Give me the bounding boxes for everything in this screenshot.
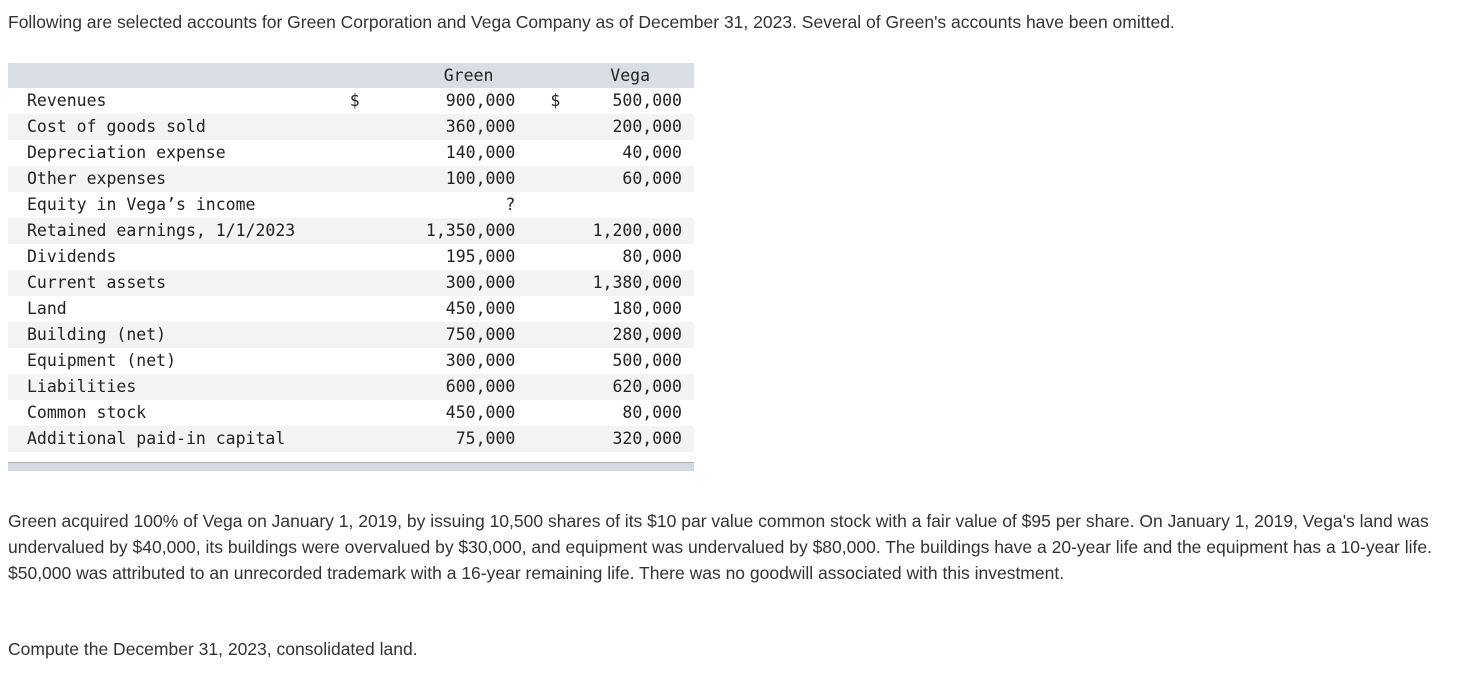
green-value: 1,350,000 <box>425 221 516 240</box>
account-label: Current assets <box>27 273 167 292</box>
green-value: 300,000 <box>445 351 516 370</box>
account-label: Equity in Vega’s income <box>27 195 256 214</box>
green-value: 900,000 <box>445 91 516 110</box>
question-text: Compute the December 31, 2023, consolida… <box>8 639 418 659</box>
vega-value: 620,000 <box>612 377 682 396</box>
account-label: Liabilities <box>27 377 137 396</box>
green-value: 600,000 <box>445 377 516 396</box>
intro-text: Following are selected accounts for Gree… <box>8 12 1175 32</box>
green-value: 450,000 <box>445 403 516 422</box>
vega-value: 200,000 <box>612 117 682 136</box>
vega-value-cell: 80,000 <box>528 244 694 270</box>
table-row: Equipment (net) 300,000 500,000 <box>8 348 694 374</box>
vega-value: 500,000 <box>612 351 682 370</box>
currency-symbol: $ <box>550 91 561 110</box>
vega-value-cell: 500,000 <box>528 348 694 374</box>
green-value-cell: 750,000 <box>377 322 529 348</box>
account-label: Equipment (net) <box>27 351 177 370</box>
green-value: 140,000 <box>445 143 516 162</box>
vega-value-cell: 60,000 <box>528 166 694 192</box>
table-row: Retained earnings, 1/1/2023 1,350,000 1,20… <box>8 218 694 244</box>
vega-value: 280,000 <box>612 325 682 344</box>
green-value-cell: 300,000 <box>377 270 529 296</box>
header-vega: Vega <box>610 66 651 85</box>
green-value: 100,000 <box>445 169 516 188</box>
table-row: Land 450,000 180,000 <box>8 296 694 322</box>
vega-value-cell: 200,000 <box>528 114 694 140</box>
table-bottom-bar <box>8 462 694 471</box>
table-row: Other expenses 100,000 60,000 <box>8 166 694 192</box>
table-row: Dividends 195,000 80,000 <box>8 244 694 270</box>
green-value: 195,000 <box>445 247 516 266</box>
vega-value: 180,000 <box>612 299 682 318</box>
table-row: Building (net) 750,000 280,000 <box>8 322 694 348</box>
vega-value: 40,000 <box>622 143 682 162</box>
table-row: Revenues $900,000 $500,000 <box>8 88 694 114</box>
table-body: Revenues $900,000 $500,000 Cost of goods so… <box>8 88 694 452</box>
table-row: Additional paid-in capital 75,000 320,000 <box>8 426 694 452</box>
vega-value-cell: $500,000 <box>528 88 694 114</box>
green-value-cell: 450,000 <box>377 296 529 322</box>
account-label: Land <box>27 299 67 318</box>
account-label: Depreciation expense <box>27 143 226 162</box>
account-label: Retained earnings, 1/1/2023 <box>27 221 296 240</box>
green-value: 75,000 <box>455 429 516 448</box>
green-value-cell: 75,000 <box>377 426 529 452</box>
green-value-cell: 300,000 <box>377 348 529 374</box>
account-label: Other expenses <box>27 169 167 188</box>
green-value: ? <box>505 195 516 214</box>
vega-value: 320,000 <box>612 429 682 448</box>
vega-value-cell: 1,380,000 <box>528 270 694 296</box>
account-label: Cost of goods sold <box>27 117 206 136</box>
vega-value-cell: 180,000 <box>528 296 694 322</box>
green-value-cell: ? <box>377 192 529 218</box>
vega-value: 1,380,000 <box>592 273 682 292</box>
vega-value-cell: 1,200,000 <box>528 218 694 244</box>
account-label: Dividends <box>27 247 117 266</box>
currency-symbol: $ <box>349 91 360 110</box>
vega-value: 80,000 <box>622 403 682 422</box>
vega-value-cell: 320,000 <box>528 426 694 452</box>
green-value-cell: 600,000 <box>377 374 529 400</box>
vega-value-cell: 40,000 <box>528 140 694 166</box>
account-label: Building (net) <box>27 325 167 344</box>
table-row: Depreciation expense 140,000 40,000 <box>8 140 694 166</box>
green-value: 360,000 <box>445 117 516 136</box>
account-label: Additional paid-in capital <box>27 429 286 448</box>
table-row: Liabilities 600,000 620,000 <box>8 374 694 400</box>
account-label: Revenues <box>27 91 107 110</box>
table-row: Current assets 300,000 1,380,000 <box>8 270 694 296</box>
header-account <box>8 63 377 88</box>
vega-value: 500,000 <box>612 91 682 110</box>
green-value-cell: 195,000 <box>377 244 529 270</box>
table-row: Cost of goods sold 360,000 200,000 <box>8 114 694 140</box>
green-value-cell: 360,000 <box>377 114 529 140</box>
green-value-cell: 1,350,000 <box>377 218 529 244</box>
account-label: Common stock <box>27 403 147 422</box>
vega-value-cell: 620,000 <box>528 374 694 400</box>
green-value: 750,000 <box>445 325 516 344</box>
accounts-table-container: Green Vega Revenues $900,000 $500,000 Cost … <box>8 63 694 471</box>
green-value-cell: 140,000 <box>377 140 529 166</box>
accounts-table: Green Vega Revenues $900,000 $500,000 Cost … <box>8 63 694 452</box>
table-row: Common stock 450,000 80,000 <box>8 400 694 426</box>
green-value-cell: 100,000 <box>377 166 529 192</box>
green-value: 450,000 <box>445 299 516 318</box>
green-value: 300,000 <box>445 273 516 292</box>
green-value-cell: 450,000 <box>377 400 529 426</box>
vega-value: 1,200,000 <box>592 221 682 240</box>
table-header-row: Green Vega <box>8 63 694 88</box>
green-value-cell: $900,000 <box>350 88 529 114</box>
vega-value: 60,000 <box>622 169 682 188</box>
vega-value-cell: 280,000 <box>528 322 694 348</box>
acquisition-paragraph: Green acquired 100% of Vega on January 1… <box>8 511 1432 583</box>
vega-value-cell <box>528 192 694 218</box>
header-green: Green <box>443 66 494 85</box>
vega-value: 80,000 <box>622 247 682 266</box>
table-row: Equity in Vega’s income? <box>8 192 694 218</box>
vega-value-cell: 80,000 <box>528 400 694 426</box>
